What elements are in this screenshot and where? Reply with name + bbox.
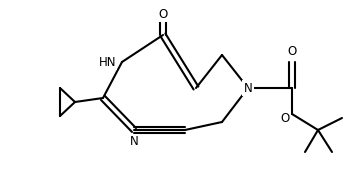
- Text: HN: HN: [98, 55, 116, 69]
- Text: N: N: [244, 81, 252, 95]
- Text: N: N: [130, 135, 138, 148]
- Text: O: O: [281, 112, 290, 124]
- Text: O: O: [158, 8, 168, 21]
- Text: O: O: [287, 45, 297, 58]
